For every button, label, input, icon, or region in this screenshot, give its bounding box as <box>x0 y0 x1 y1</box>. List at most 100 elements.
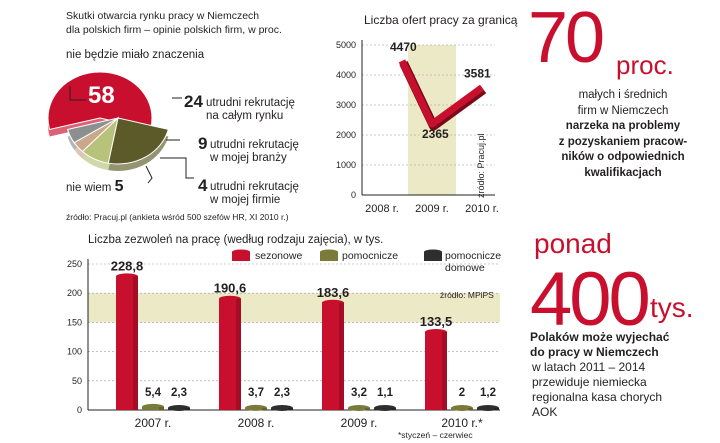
line-series <box>398 59 485 128</box>
bar-ytick-label: 100 <box>67 347 82 357</box>
pie-value-24: 24 <box>184 92 203 111</box>
legend-domowe-label: pomocnicze domowe <box>445 250 502 274</box>
line-ytick-label: 1000 <box>336 160 356 170</box>
bar-xtick-label: 2009 r. <box>341 416 378 430</box>
bar-ytick-label: 200 <box>67 288 82 298</box>
bar-cap <box>322 299 344 306</box>
fact1-text: małych i średnich firm w Niemczech narze… <box>558 89 688 179</box>
pie-value-58: 58 <box>88 82 115 109</box>
bar-shade <box>288 408 293 410</box>
legend-swatch <box>320 252 338 261</box>
bar-value-label: 5,4 <box>145 387 162 399</box>
bar-value-label: 2 <box>459 387 465 399</box>
fact2-number: 400 <box>530 257 651 342</box>
fact1-unit: proc. <box>616 50 674 80</box>
bar-cap <box>116 273 138 280</box>
line-ytick-label: 3000 <box>336 100 356 110</box>
pie-label-none: nie będzie miało znaczenia <box>66 49 205 61</box>
line-value-label: 4470 <box>390 40 417 54</box>
bars-title: Liczba zezwoleń na pracę (według rodzaju… <box>88 234 384 246</box>
pie-label-24: utrudni rekrutację na całym rynku <box>206 97 295 122</box>
bar-sezonowe-0 <box>116 276 138 410</box>
pie-title-line1: Skutki otwarcia rynku pracy w Niemczech <box>66 10 260 22</box>
bar-shade <box>185 408 190 410</box>
line-ytick-label: 5000 <box>336 40 356 50</box>
legend-swatch-cap <box>424 249 442 255</box>
legend-sezonowe-label: sezonowe <box>255 250 303 262</box>
pie-slice-5 <box>67 117 119 144</box>
line-ytick-label: 0 <box>351 190 356 200</box>
pie-title-line2: dla polskich firm – opinie polskich firm… <box>66 24 282 36</box>
pie-value-9: 9 <box>198 134 208 153</box>
pie-source: źródło: Pracuj.pl (ankieta wśród 500 sze… <box>66 212 289 222</box>
bar-shade <box>159 406 164 410</box>
bar-band <box>88 293 500 323</box>
bar-xtick-label: 2010 r.* <box>441 416 483 430</box>
pie-value-4: 4 <box>198 176 208 195</box>
bar-value-label: 3,2 <box>351 387 367 399</box>
fact2-text: Polaków może wyjechać do pracy w Niemcze… <box>530 330 670 419</box>
bar-shade <box>339 302 344 410</box>
pie-label-dontknow: nie wiem 5 <box>66 178 124 195</box>
bar-ytick-label: 150 <box>67 317 82 327</box>
pie-label-9: utrudni rekrutację w mojej branży <box>210 139 299 164</box>
fact1-number: 70 <box>528 0 605 78</box>
legend-swatch-cap <box>320 249 338 255</box>
bar-sezonowe-1 <box>219 298 241 410</box>
bar-value-label: 190,6 <box>214 281 247 296</box>
pie-slice-58 <box>47 71 153 131</box>
bar-cap <box>451 405 473 411</box>
bar-cap <box>142 403 164 410</box>
legend-swatch-cap <box>232 249 250 255</box>
line-xtick-label: 2009 r. <box>415 203 449 215</box>
bar-shade <box>391 408 396 410</box>
bar-shade <box>494 408 499 410</box>
pie-slice-24 <box>107 117 169 165</box>
bar-value-label: 3,7 <box>248 387 264 399</box>
bar-ytick-label: 0 <box>77 405 82 415</box>
fact2-prefix: ponad <box>534 228 612 259</box>
bar-cap <box>168 405 190 411</box>
bar-shade <box>236 298 241 410</box>
bar-value-label: 1,2 <box>480 387 496 399</box>
bar-shade <box>262 407 267 410</box>
bar-cap <box>477 405 499 411</box>
bar-value-label: 2,3 <box>171 387 187 399</box>
bar-value-label: 183,6 <box>317 285 350 300</box>
bar-ytick-label: 250 <box>67 259 82 269</box>
bar-value-label: 133,5 <box>420 314 453 329</box>
bar-shade <box>468 408 473 410</box>
line-value-label: 3581 <box>464 67 491 81</box>
bar-value-label: 228,8 <box>111 258 144 273</box>
bar-cap <box>348 405 370 411</box>
bar-xtick-label: 2008 r. <box>238 416 275 430</box>
bar-shade <box>365 408 370 410</box>
bar-cap <box>374 405 396 411</box>
line-title: Liczba ofert pracy za granicą <box>364 13 518 27</box>
line-value-label: 2365 <box>422 127 449 141</box>
bar-ytick-label: 50 <box>72 376 82 386</box>
line-ytick-label: 4000 <box>336 70 356 80</box>
bars-source: źródło: MPiPS <box>440 290 494 300</box>
bar-sezonowe-3 <box>425 332 447 410</box>
legend-pomocnicze-label: pomocnicze <box>342 250 399 262</box>
bar-sezonowe-2 <box>322 302 344 410</box>
line-ytick-label: 2000 <box>336 130 356 140</box>
bar-xtick-label: 2007 r. <box>135 416 172 430</box>
pie-label-4: utrudni rekrutację w mojej firmie <box>210 181 299 206</box>
bar-cap <box>271 405 293 411</box>
line-xtick-label: 2010 r. <box>465 203 499 215</box>
fact2-unit: tys. <box>650 292 694 323</box>
bars-footnote: *styczeń – czerwiec <box>398 430 473 440</box>
bar-shade <box>133 276 138 410</box>
bar-cap <box>245 404 267 411</box>
bar-shade <box>442 332 447 410</box>
bar-value-label: 1,1 <box>377 387 394 399</box>
bar-cap <box>425 329 447 336</box>
legend-swatch <box>424 252 442 261</box>
line-xtick-label: 2008 r. <box>365 203 399 215</box>
bar-cap <box>219 295 241 302</box>
bar-value-label: 2,3 <box>274 387 290 399</box>
